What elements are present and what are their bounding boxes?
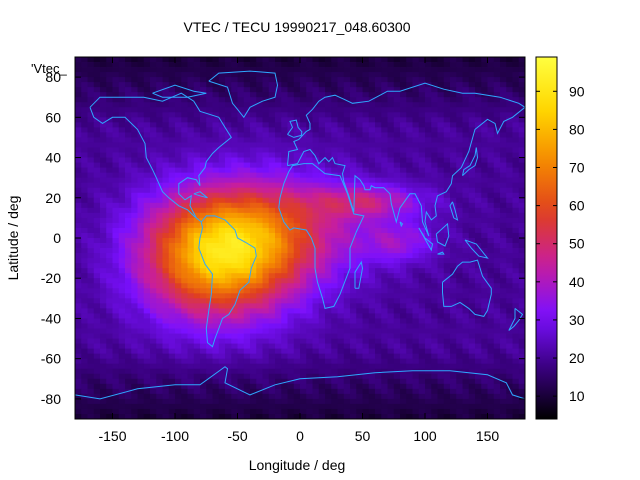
y-tick-label: 20 xyxy=(45,190,61,206)
x-tick-label: 100 xyxy=(413,428,437,444)
colorbar xyxy=(535,56,558,420)
x-axis-label: Longitude / deg xyxy=(249,457,346,473)
colorbar-ticks: 10 20 30 40 50 60 70 80 90 xyxy=(536,83,585,404)
y-axis-label: Latitude / deg xyxy=(5,196,21,281)
heatmap-cells xyxy=(75,57,526,420)
chart-title: VTEC / TECU 19990217_048.60300 xyxy=(183,19,410,35)
x-tick-label: 150 xyxy=(476,428,500,444)
y-tick-label: -40 xyxy=(41,310,61,326)
colorbar-tick-label: 80 xyxy=(569,121,585,137)
coastline xyxy=(462,147,479,177)
legend-key: 'Vtec_ xyxy=(31,61,67,76)
coastline xyxy=(437,251,445,255)
y-tick-label: -60 xyxy=(41,351,61,367)
colorbar-tick-label: 30 xyxy=(569,312,585,328)
coastline xyxy=(442,259,492,317)
colorbar-tick-label: 70 xyxy=(569,160,585,176)
colorbar-tick-label: 50 xyxy=(569,236,585,252)
y-tick-label: 40 xyxy=(45,150,61,166)
x-tick-label: -150 xyxy=(98,428,126,444)
coastline xyxy=(198,215,257,348)
colorbar-tick-label: 90 xyxy=(569,83,585,99)
coastlines xyxy=(74,70,526,400)
coastline xyxy=(193,191,208,199)
y-axis-ticks: -80 -60 -40 -20 0 20 40 60 80 xyxy=(41,69,525,407)
x-tick-label: 0 xyxy=(296,428,304,444)
coastline xyxy=(278,163,365,309)
coastline xyxy=(418,227,434,252)
y-tick-label: 60 xyxy=(45,109,61,125)
coastline xyxy=(89,92,232,223)
coastline xyxy=(435,222,450,247)
y-tick-label: -80 xyxy=(41,391,61,407)
colorbar-tick-label: 40 xyxy=(569,274,585,290)
coastline xyxy=(508,308,524,331)
colorbar-tick-label: 20 xyxy=(569,350,585,366)
y-tick-label: 80 xyxy=(45,69,61,85)
coastline xyxy=(464,239,489,259)
y-tick-label: -20 xyxy=(41,270,61,286)
x-tick-label: -100 xyxy=(161,428,189,444)
coastline xyxy=(208,70,279,119)
coastline xyxy=(152,84,207,98)
coastline xyxy=(354,260,364,289)
colorbar-tick-label: 10 xyxy=(569,388,585,404)
coastline xyxy=(287,82,526,237)
coastline xyxy=(449,201,459,221)
coastline xyxy=(399,221,404,228)
y-tick-label: 0 xyxy=(53,230,61,246)
coastline xyxy=(74,366,526,400)
x-tick-label: -50 xyxy=(227,428,247,444)
colorbar-tick-label: 60 xyxy=(569,198,585,214)
x-axis-ticks: -150 -100 -50 0 50 100 150 xyxy=(98,57,499,444)
coastline xyxy=(287,119,303,138)
x-tick-label: 50 xyxy=(355,428,371,444)
